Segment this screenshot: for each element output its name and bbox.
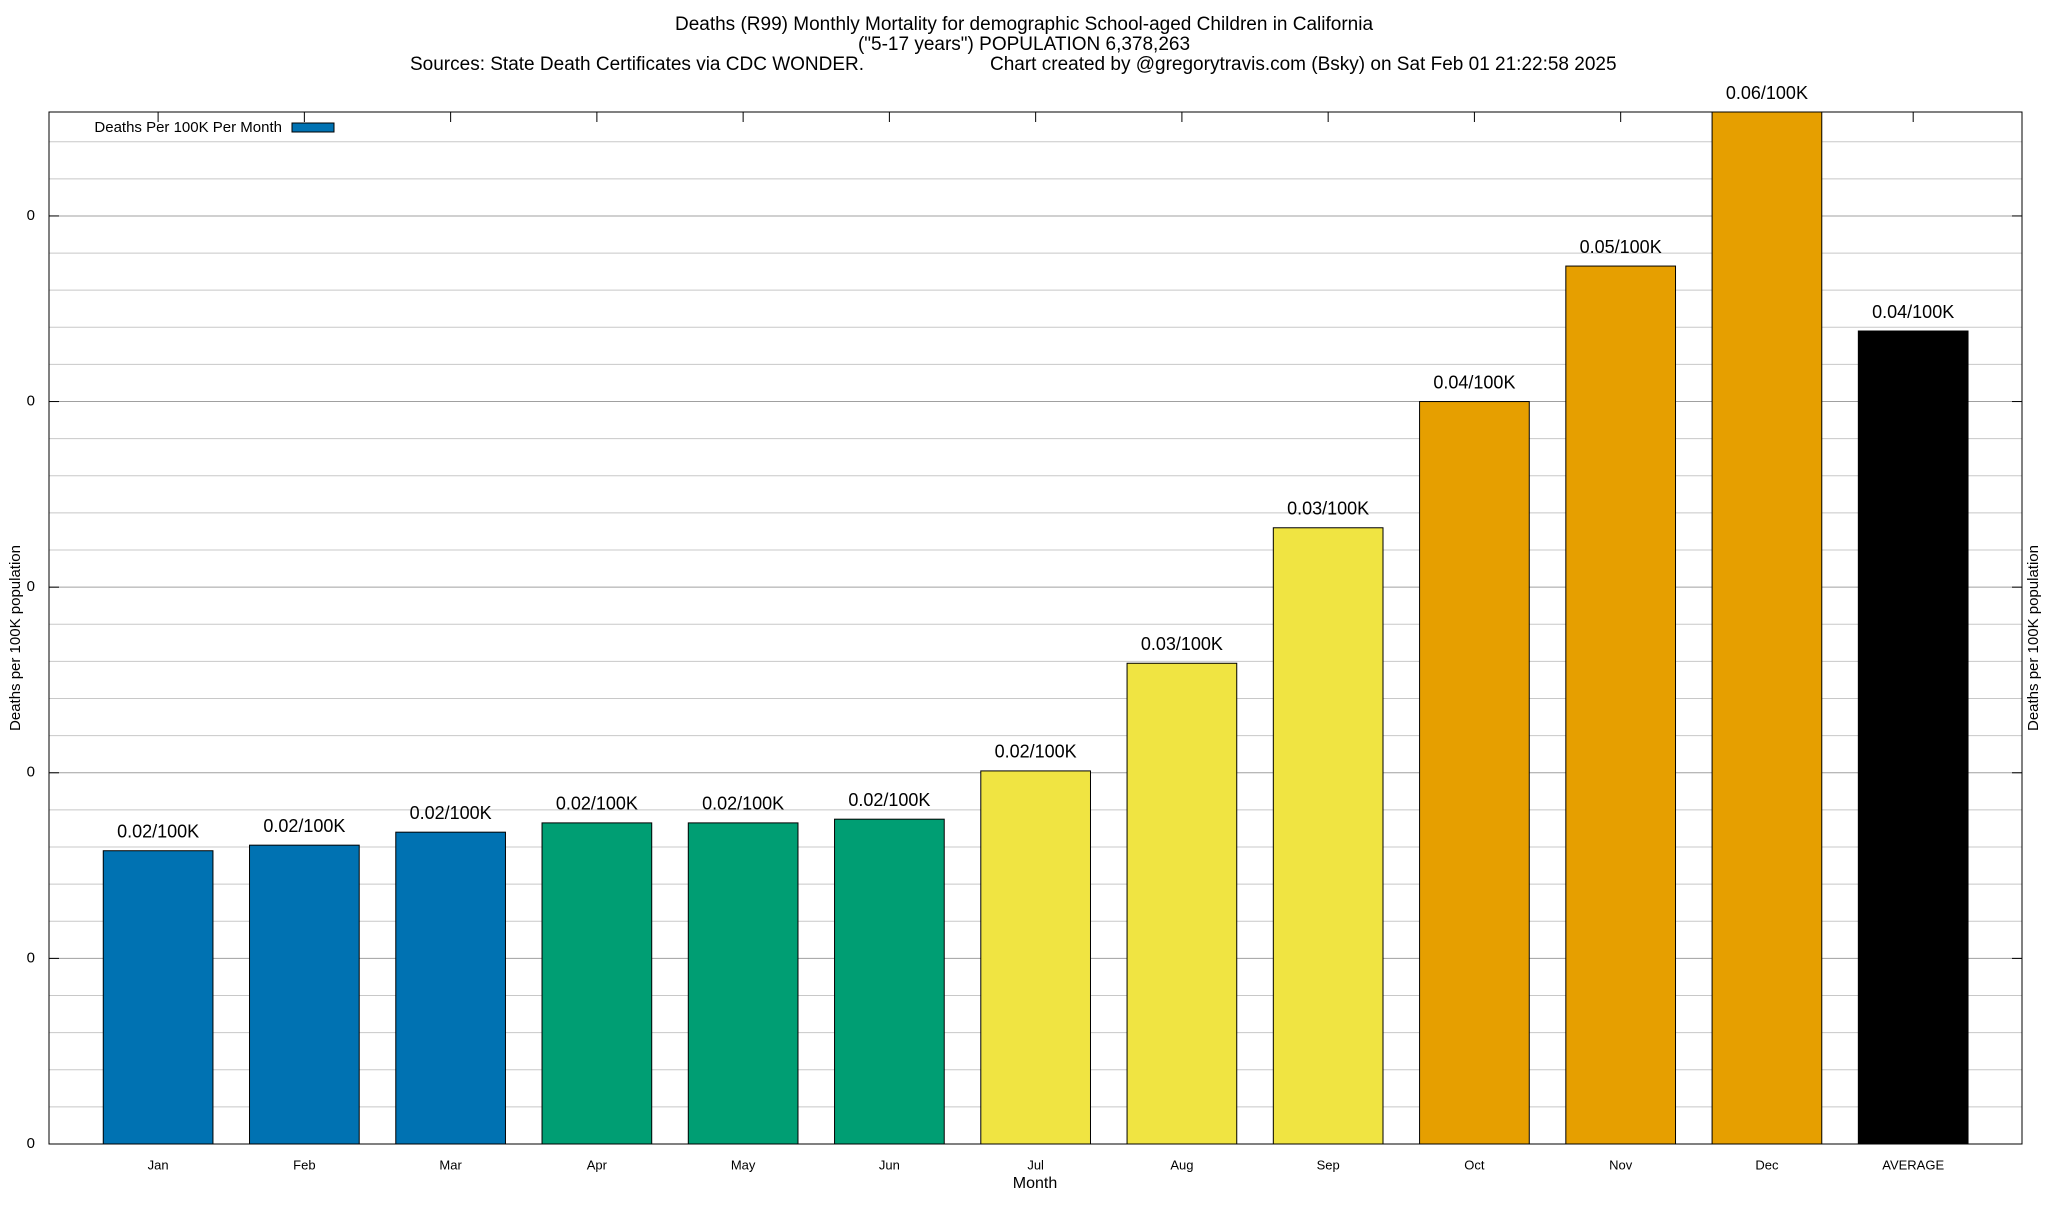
value-label: 0.02/100K xyxy=(410,803,492,823)
x-tick-label: Oct xyxy=(1464,1157,1485,1172)
value-label: 0.02/100K xyxy=(848,790,930,810)
bar xyxy=(980,770,1091,1145)
x-tick-label: Feb xyxy=(293,1157,315,1172)
x-tick-label: May xyxy=(731,1157,756,1172)
bar xyxy=(102,850,214,1145)
chart-subtitle: ("5-17 years") POPULATION 6,378,263 xyxy=(858,34,1190,55)
x-tick-label: Dec xyxy=(1755,1157,1779,1172)
bar xyxy=(541,822,653,1145)
value-label: 0.05/100K xyxy=(1580,237,1662,257)
y-tick-label: 0 xyxy=(27,764,35,781)
value-label: 0.02/100K xyxy=(117,821,199,841)
value-label: 0.06/100K xyxy=(1726,83,1808,103)
bar xyxy=(1419,401,1530,1145)
credit: Chart created by @gregorytravis.com (Bsk… xyxy=(990,54,1617,75)
x-tick-label: Jan xyxy=(148,1157,169,1172)
bar xyxy=(395,831,506,1145)
value-label: 0.04/100K xyxy=(1433,372,1515,392)
value-label: 0.03/100K xyxy=(1287,499,1369,519)
value-label: 0.04/100K xyxy=(1872,302,1954,322)
bar xyxy=(1126,662,1238,1145)
bar xyxy=(834,818,945,1145)
legend-swatch xyxy=(291,122,335,133)
chart-title: Deaths (R99) Monthly Mortality for demog… xyxy=(675,14,1373,35)
y-tick-label: 0 xyxy=(27,1135,35,1152)
y-tick-label: 0 xyxy=(27,393,35,410)
y-tick-label: 0 xyxy=(27,207,35,224)
y-tick-label: 0 xyxy=(27,578,35,595)
x-tick-label: Mar xyxy=(439,1157,462,1172)
value-label: 0.02/100K xyxy=(702,794,784,814)
x-tick-label: Jul xyxy=(1027,1157,1044,1172)
bar xyxy=(1857,330,1969,1145)
x-tick-label: AVERAGE xyxy=(1882,1157,1944,1172)
y2-axis-label: Deaths per 100K population xyxy=(2025,545,2042,731)
bar xyxy=(1711,111,1823,1145)
bar xyxy=(1565,265,1677,1145)
legend-label: Deaths Per 100K Per Month xyxy=(94,119,282,136)
x-axis-label: Month xyxy=(1013,1175,1057,1192)
plot-frame xyxy=(48,111,2023,1145)
bar xyxy=(1272,527,1384,1145)
value-label: 0.02/100K xyxy=(263,816,345,836)
y-tick-label: 0 xyxy=(27,949,35,966)
x-tick-label: Apr xyxy=(587,1157,608,1172)
x-tick-label: Nov xyxy=(1609,1157,1633,1172)
x-tick-label: Sep xyxy=(1317,1157,1340,1172)
x-tick-label: Aug xyxy=(1170,1157,1193,1172)
sources: Sources: State Death Certificates via CD… xyxy=(410,54,864,75)
bar xyxy=(249,844,360,1145)
value-label: 0.02/100K xyxy=(556,794,638,814)
x-tick-label: Jun xyxy=(879,1157,900,1172)
y-axis-label: Deaths per 100K population xyxy=(7,545,24,731)
value-label: 0.02/100K xyxy=(995,742,1077,762)
bar xyxy=(687,822,799,1145)
value-label: 0.03/100K xyxy=(1141,634,1223,654)
